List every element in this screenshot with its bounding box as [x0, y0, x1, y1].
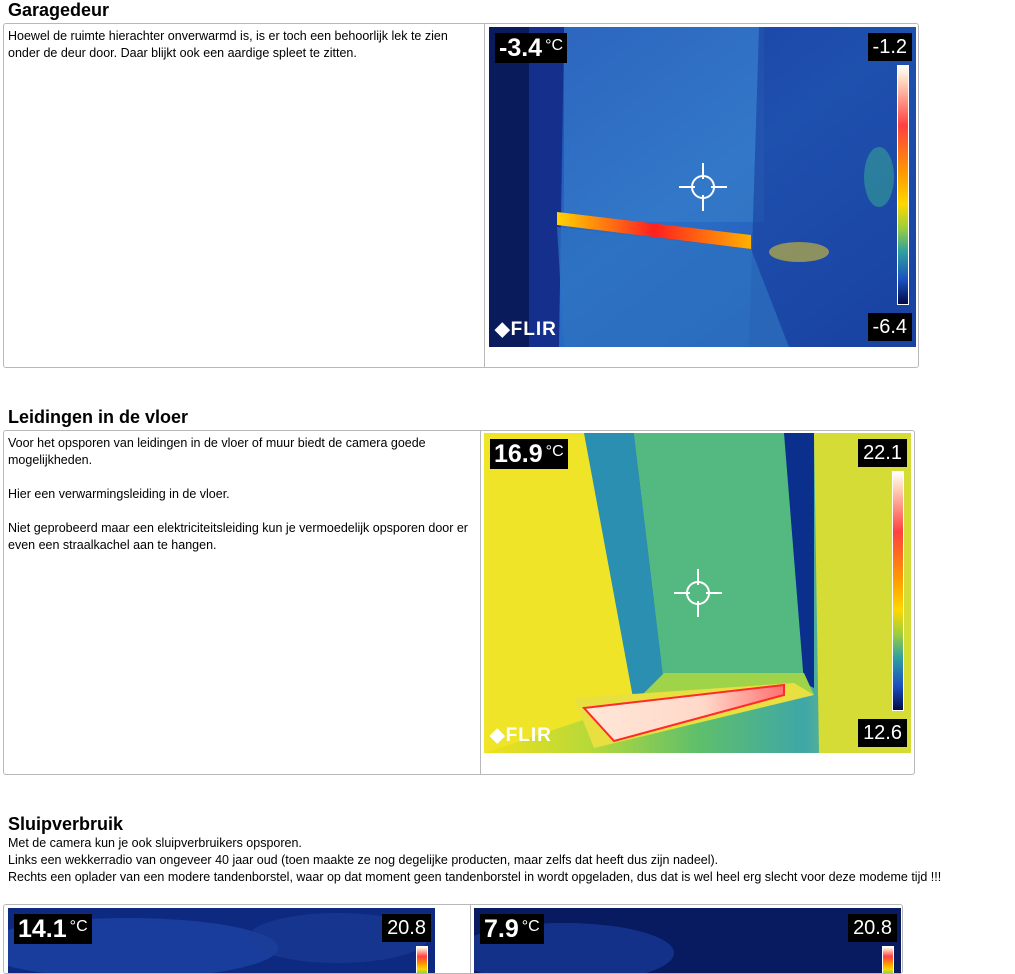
leidingen-scale-min: 12.6	[858, 719, 907, 747]
sluipverbruik-line-3: Rechts een oplader van een modere tanden…	[8, 870, 942, 884]
leidingen-paragraph-3: Niet geprobeerd maar een elektriciteitsl…	[8, 521, 468, 552]
oplader-scale-bar	[882, 946, 894, 973]
leidingen-spot-value: 16.9	[494, 440, 543, 468]
sluipverbruik-line-2: Links een wekkerradio van ongeveer 40 ja…	[8, 853, 719, 867]
flir-logo-text: FLIR	[510, 319, 557, 340]
oplader-scale-max: 20.8	[848, 914, 897, 942]
wekkerradio-thermal-image: 14.1 °C 20.8	[8, 908, 435, 973]
leidingen-spot-temp: 16.9 °C	[490, 439, 568, 469]
flir-logo: ◆FLIR	[490, 725, 552, 746]
section-title-garagedeur: Garagedeur	[8, 0, 110, 20]
sluipverbruik-description: Met de camera kun je ook sluipverbruiker…	[8, 835, 1008, 886]
garagedeur-description-cell: Hoewel de ruimte hierachter onverwarmd i…	[4, 24, 484, 367]
oplader-spot-unit: °C	[521, 918, 540, 935]
garagedeur-thermal-image: -3.4 °C -1.2 -6.4 ◆FLIR	[489, 27, 916, 347]
wekkerradio-scale-bar	[416, 946, 428, 973]
wekkerradio-spot-value: 14.1	[18, 915, 67, 943]
flir-logo: ◆FLIR	[495, 319, 557, 340]
garagedeur-spot-temp: -3.4 °C	[495, 33, 568, 63]
leidingen-table: Voor het opsporen van leidingen in de vl…	[3, 430, 915, 775]
sluipverbruik-line-1: Met de camera kun je ook sluipverbruiker…	[8, 836, 302, 850]
garagedeur-scale-max: -1.2	[867, 33, 912, 61]
garagedeur-spot-unit: °C	[545, 37, 564, 54]
oplader-thermal-image: 7.9 °C 20.8	[474, 908, 901, 973]
wekkerradio-spot-temp: 14.1 °C	[14, 914, 92, 944]
garagedeur-table: Hoewel de ruimte hierachter onverwarmd i…	[3, 23, 919, 368]
leidingen-paragraph-2: Hier een verwarmingsleiding in de vloer.	[8, 487, 230, 501]
sluipverbruik-image-cell-left: 14.1 °C 20.8	[4, 905, 470, 973]
sluipverbruik-table: 14.1 °C 20.8 7.9 °C 20.8	[3, 904, 903, 974]
leidingen-image-cell: 16.9 °C 22.1 12.6 ◆FLIR	[480, 431, 914, 774]
wekkerradio-scale-max: 20.8	[382, 914, 431, 942]
leidingen-scale-bar	[892, 471, 904, 711]
crosshair-icon	[674, 569, 722, 617]
crosshair-icon	[679, 163, 727, 211]
garagedeur-scale-bar	[897, 65, 909, 305]
wekkerradio-spot-unit: °C	[69, 918, 88, 935]
leidingen-paragraph-1: Voor het opsporen van leidingen in de vl…	[8, 436, 426, 467]
section-title-sluipverbruik: Sluipverbruik	[8, 814, 124, 834]
sluipverbruik-image-cell-right: 7.9 °C 20.8	[470, 905, 902, 973]
flir-logo-text: FLIR	[505, 725, 552, 746]
oplader-spot-value: 7.9	[484, 915, 519, 943]
leidingen-spot-unit: °C	[545, 443, 564, 460]
leidingen-thermal-image: 16.9 °C 22.1 12.6 ◆FLIR	[484, 433, 911, 753]
leidingen-scale-max: 22.1	[858, 439, 907, 467]
garagedeur-scale-min: -6.4	[867, 313, 912, 341]
garagedeur-image-cell: -3.4 °C -1.2 -6.4 ◆FLIR	[484, 24, 918, 367]
section-title-leidingen: Leidingen in de vloer	[8, 407, 189, 427]
garagedeur-description: Hoewel de ruimte hierachter onverwarmd i…	[8, 29, 448, 60]
leidingen-description-cell: Voor het opsporen van leidingen in de vl…	[4, 431, 480, 774]
garagedeur-spot-value: -3.4	[499, 34, 543, 62]
oplader-spot-temp: 7.9 °C	[480, 914, 544, 944]
